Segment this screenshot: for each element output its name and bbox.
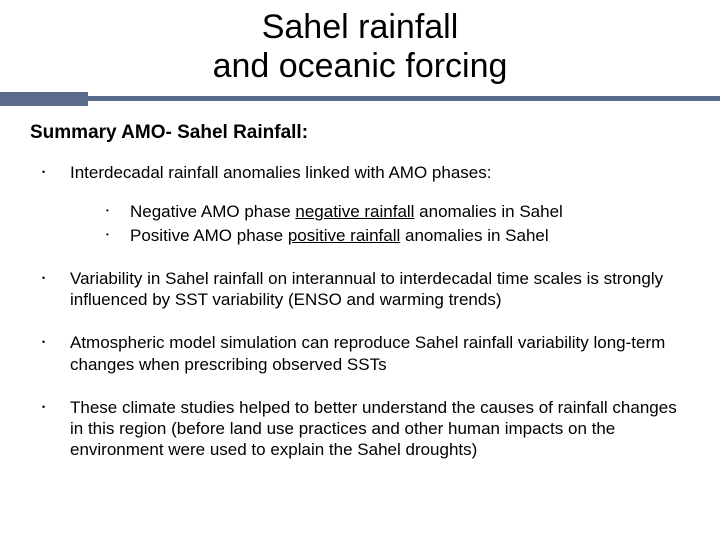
- bullet-1-sub-1-c: anomalies in Sahel: [414, 202, 562, 221]
- bullet-1-sub-1-a: Negative AMO phase: [130, 202, 295, 221]
- bullet-list: Interdecadal rainfall anomalies linked w…: [30, 162, 690, 461]
- bullet-1-sub-1: Negative AMO phase negative rainfall ano…: [70, 201, 690, 222]
- bullet-1-sub-2-a: Positive AMO phase: [130, 226, 288, 245]
- title-line-2: and oceanic forcing: [0, 47, 720, 86]
- bullet-3: Atmospheric model simulation can reprodu…: [30, 332, 690, 375]
- bullet-3-text: Atmospheric model simulation can reprodu…: [70, 333, 665, 373]
- bullet-1-text: Interdecadal rainfall anomalies linked w…: [70, 163, 491, 182]
- rule-accent: [0, 92, 88, 106]
- bullet-1-sub-2: Positive AMO phase positive rainfall ano…: [70, 225, 690, 246]
- bullet-2: Variability in Sahel rainfall on interan…: [30, 268, 690, 311]
- bullet-2-text: Variability in Sahel rainfall on interan…: [70, 269, 663, 309]
- title-line-1: Sahel rainfall: [0, 8, 720, 47]
- title-rule: [0, 92, 720, 106]
- bullet-1-sub-2-b: positive rainfall: [288, 226, 400, 245]
- summary-heading: Summary AMO- Sahel Rainfall:: [30, 122, 690, 144]
- title-block: Sahel rainfall and oceanic forcing: [0, 0, 720, 86]
- bullet-1-sub-1-b: negative rainfall: [295, 202, 414, 221]
- content-area: Summary AMO- Sahel Rainfall: Interdecada…: [0, 106, 720, 461]
- bullet-4: These climate studies helped to better u…: [30, 397, 690, 461]
- bullet-4-text: These climate studies helped to better u…: [70, 398, 677, 460]
- slide: Sahel rainfall and oceanic forcing Summa…: [0, 0, 720, 540]
- bullet-1: Interdecadal rainfall anomalies linked w…: [30, 162, 690, 246]
- rule-line: [0, 96, 720, 101]
- bullet-1-sublist: Negative AMO phase negative rainfall ano…: [70, 201, 690, 246]
- bullet-1-sub-2-c: anomalies in Sahel: [400, 226, 548, 245]
